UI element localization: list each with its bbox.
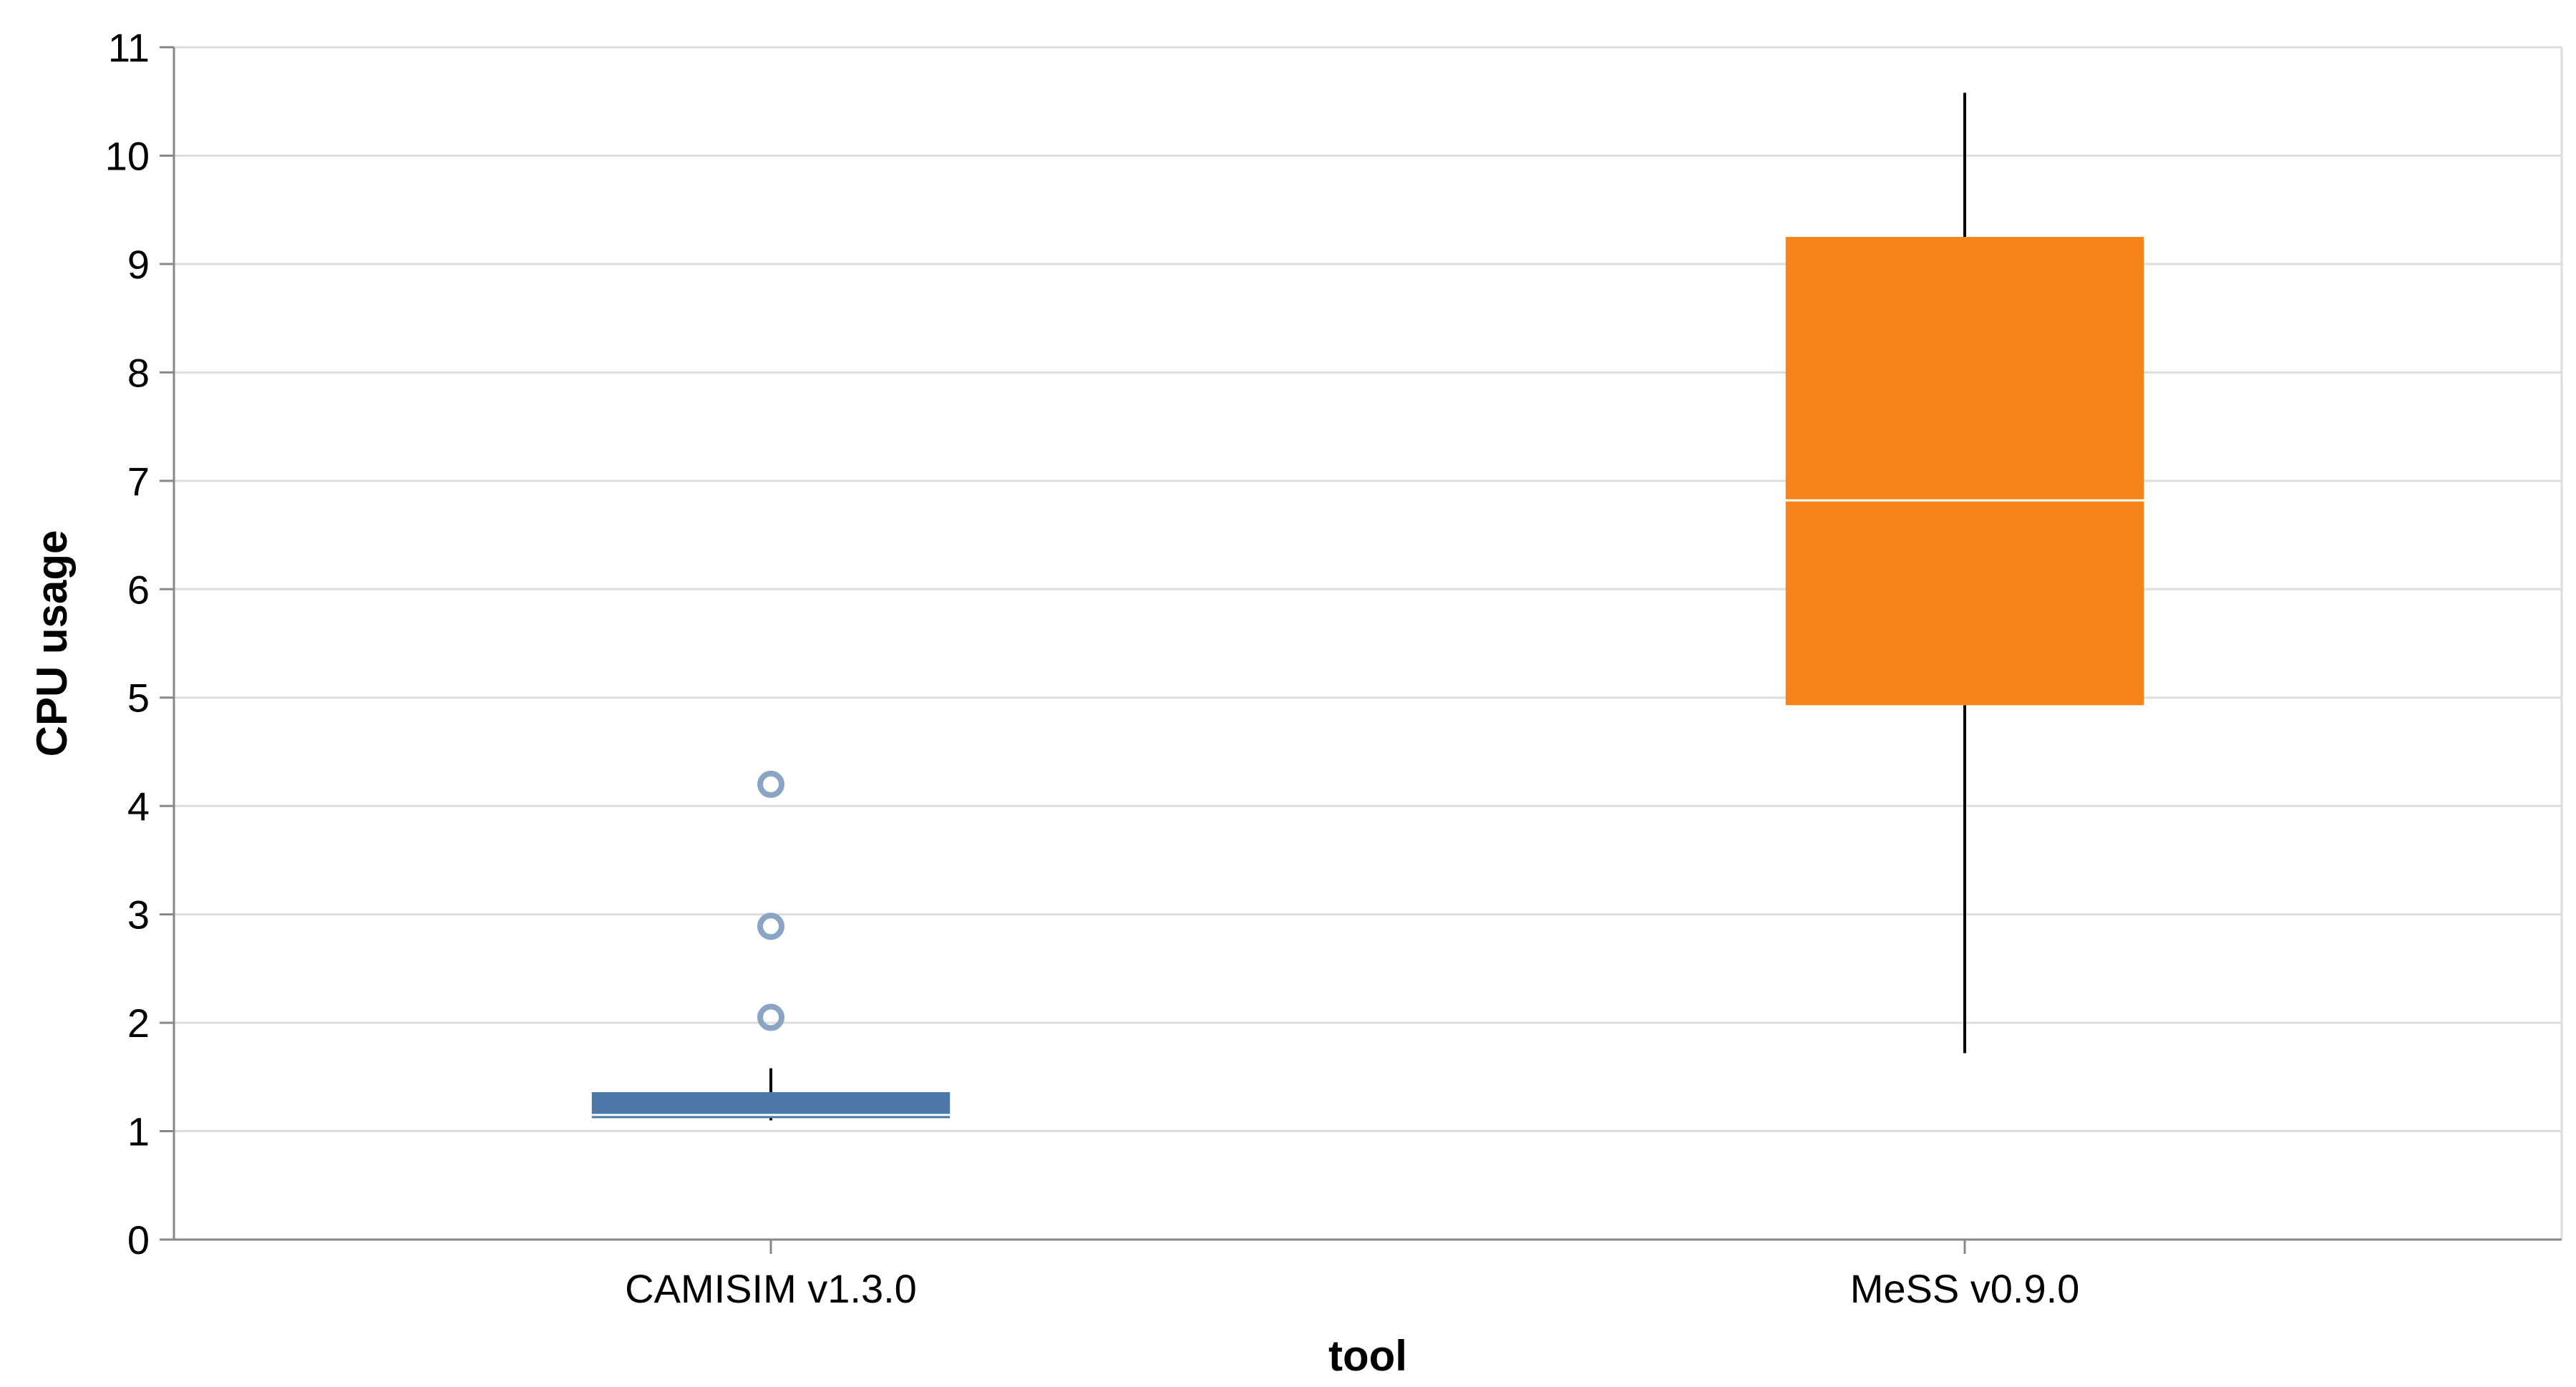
x-axis-title: tool	[1328, 1332, 1407, 1380]
outlier-point	[757, 1003, 784, 1031]
box-series	[591, 92, 2144, 1121]
grid-lines	[174, 46, 2563, 1240]
axes: 0 1 2 3 4 5 6 7 8 9 10 11 CAMISIM v1.3.0 MeSS v0.9.0	[105, 25, 2562, 1311]
outlier-point	[757, 770, 784, 798]
iqr-box	[1785, 237, 2144, 706]
x-tick-label: MeSS v0.9.0	[1850, 1266, 2080, 1311]
iqr-box	[591, 1092, 951, 1119]
y-axis-title: CPU usage	[28, 530, 76, 757]
outlier-point	[757, 912, 784, 940]
box-mess	[1785, 92, 2144, 1053]
y-tick-label: 9	[127, 242, 150, 287]
y-tick-label: 6	[127, 567, 150, 612]
y-tick-label: 11	[108, 25, 150, 70]
x-tick-label: CAMISIM v1.3.0	[625, 1266, 917, 1311]
y-tick-label: 3	[127, 892, 150, 938]
y-tick-label: 0	[127, 1217, 150, 1262]
y-tick-label: 8	[127, 350, 150, 395]
y-tick-label: 4	[127, 784, 150, 829]
y-tick-label: 5	[127, 676, 150, 721]
y-tick-label: 7	[127, 459, 150, 504]
y-tick-label: 10	[105, 133, 150, 178]
box-camisim	[591, 770, 951, 1121]
y-tick-label: 1	[127, 1109, 150, 1154]
y-tick-label: 2	[127, 1001, 150, 1046]
